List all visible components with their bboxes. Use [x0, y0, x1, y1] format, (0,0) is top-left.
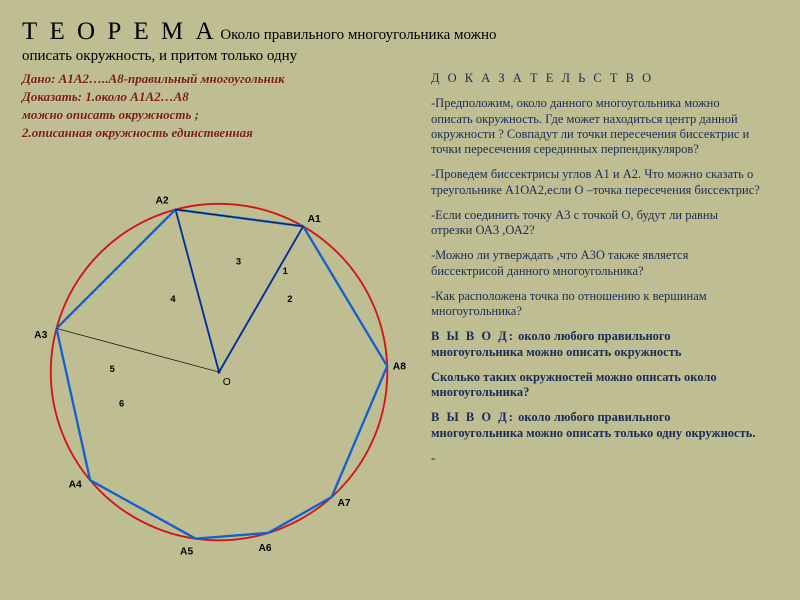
vyvod2-label: В Ы В О Д: — [431, 410, 515, 424]
proof-title: Д О К А З А Т Е Л Ь С Т В О — [431, 71, 762, 86]
svg-text:6: 6 — [119, 399, 124, 409]
given-line-1: Дано: А1А2…..А8-правильный многоугольник — [22, 71, 417, 87]
svg-text:A2: A2 — [156, 195, 169, 206]
slide-root: Т Е О Р Е М А Около правильного многоуго… — [0, 0, 800, 600]
given-line-3: можно описать окружность ; — [22, 107, 417, 123]
svg-text:O: O — [223, 377, 231, 388]
octagon-figure: 1 2 3 4 5 6 A1 A2 A3 A4 A5 A6 A7 A8 O — [22, 143, 417, 573]
given-block: Дано: А1А2…..А8-правильный многоугольник… — [22, 71, 417, 141]
proof-p3: -Если соединить точку А3 с точкой О, буд… — [431, 208, 762, 239]
svg-text:A7: A7 — [338, 498, 351, 509]
svg-text:4: 4 — [170, 294, 176, 304]
svg-text:2: 2 — [287, 294, 292, 304]
theorem-line1-rest: Около правильного многоугольника можно — [220, 27, 496, 43]
given-line-2: Доказать: 1.около А1А2…А8 — [22, 89, 417, 105]
given-line-4: 2.описанная окружность единственная — [22, 125, 417, 141]
proof-q1: Сколько таких окружностей можно описать … — [431, 370, 762, 401]
svg-text:3: 3 — [236, 257, 241, 267]
svg-text:A1: A1 — [308, 214, 321, 225]
right-column: Д О К А З А Т Е Л Ь С Т В О -Предположим… — [417, 71, 762, 476]
proof-vyvod-2: В Ы В О Д: около любого правильного мног… — [431, 410, 762, 441]
proof-p4: -Можно ли утверждать ,что А3О также явля… — [431, 248, 762, 279]
left-column: Дано: А1А2…..А8-правильный многоугольник… — [22, 71, 417, 578]
content-row: Дано: А1А2…..А8-правильный многоугольник… — [22, 71, 778, 578]
theorem-line2: описать окружность, и притом только одну — [22, 48, 778, 65]
svg-text:A3: A3 — [34, 330, 47, 341]
svg-text:5: 5 — [110, 364, 115, 374]
svg-text:A8: A8 — [393, 361, 406, 372]
svg-text:A5: A5 — [180, 546, 193, 557]
proof-vyvod-1: В Ы В О Д: около любого правильного мног… — [431, 329, 762, 360]
theorem-line1: Т Е О Р Е М А Около правильного многоуго… — [22, 18, 778, 46]
proof-p1: -Предположим, около данного многоугольни… — [431, 96, 762, 157]
vyvod1-label: В Ы В О Д: — [431, 329, 515, 343]
theorem-label: Т Е О Р Е М А — [22, 18, 217, 45]
proof-p2: -Проведем биссектрисы углов А1 и А2. Что… — [431, 167, 762, 198]
proof-p5: -Как расположена точка по отношению к ве… — [431, 289, 762, 320]
svg-text:A4: A4 — [69, 479, 82, 490]
svg-text:1: 1 — [283, 266, 288, 276]
proof-tail: - — [431, 451, 762, 466]
svg-text:A6: A6 — [258, 543, 271, 554]
